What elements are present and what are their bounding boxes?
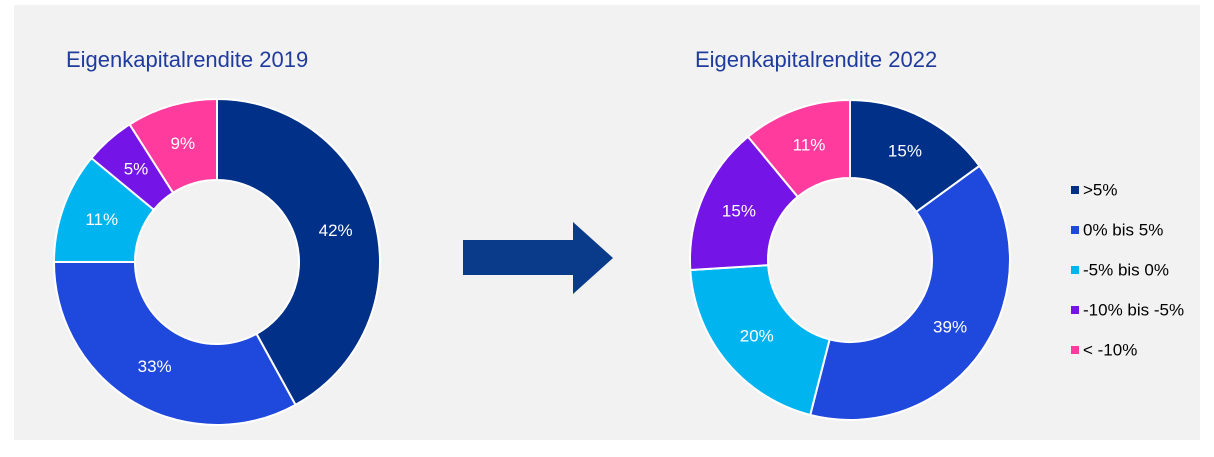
chart-title: Eigenkapitalrendite 2019	[66, 47, 308, 72]
data-label: 11%	[85, 210, 118, 229]
data-label: 15%	[888, 142, 922, 161]
data-label: 5%	[124, 160, 149, 179]
donut-slice	[808, 164, 1011, 421]
donut-slice	[746, 98, 851, 199]
legend-swatch	[1071, 226, 1079, 234]
legend-swatch	[1071, 306, 1079, 314]
legend-label: 0% bis 5%	[1083, 220, 1163, 239]
data-label: 11%	[793, 136, 826, 155]
arrow-body	[463, 240, 575, 275]
arrow-head	[573, 222, 613, 294]
chart-title: Eigenkapitalrendite 2022	[695, 47, 937, 72]
legend-swatch	[1071, 346, 1079, 354]
legend-swatch	[1071, 266, 1079, 274]
data-label: 15%	[722, 201, 756, 220]
donut-slice	[128, 97, 218, 195]
legend-label: < -10%	[1083, 340, 1137, 359]
data-label: 42%	[319, 221, 353, 240]
legend-swatch	[1071, 186, 1079, 194]
data-label: 9%	[171, 134, 196, 153]
data-label: 33%	[138, 357, 172, 376]
arrow	[463, 222, 613, 294]
data-label: 20%	[740, 327, 774, 346]
legend-label: -5% bis 0%	[1083, 260, 1169, 279]
legend-label: -10% bis -5%	[1083, 300, 1184, 319]
donut-slice	[216, 97, 381, 407]
data-label: 39%	[933, 317, 967, 336]
donut-slice	[689, 264, 831, 417]
donut-slice	[52, 261, 297, 426]
legend-label: >5%	[1083, 180, 1118, 199]
